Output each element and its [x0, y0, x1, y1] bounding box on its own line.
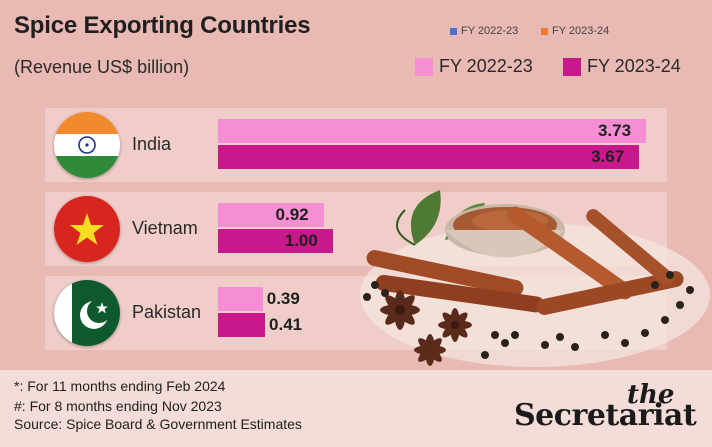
legend-label-fy2023: FY 2023-24 [587, 56, 681, 76]
value-label-vietnam-fy2023: 1.00 [284, 231, 318, 250]
legend-swatch-fy2022 [415, 57, 433, 76]
legend-swatch-orange [541, 27, 548, 35]
legend-small-item-2: FY 2023-24 [541, 25, 609, 37]
bar-vietnam-fy2022 [218, 203, 324, 227]
legend-swatch-blue [450, 27, 457, 35]
chart-subtitle: (Revenue US$ billion) [14, 57, 190, 77]
india-flag-icon [54, 112, 120, 178]
footer-panel [0, 370, 712, 447]
footnote-hash: #: For 8 months ending Nov 2023 [14, 398, 222, 414]
bar-pakistan-fy2022 [218, 287, 263, 311]
vietnam-flag-icon [54, 196, 120, 262]
legend-item-fy2023: FY 2023-24 [563, 56, 681, 77]
legend-swatch-fy2023 [563, 57, 581, 76]
spice-illustration [360, 190, 710, 367]
category-label-vietnam: Vietnam [132, 218, 198, 238]
legend-small-label-1: FY 2022-23 [461, 25, 519, 37]
footnote-asterisk: *: For 11 months ending Feb 2024 [14, 378, 226, 394]
legend-small-item-1: FY 2022-23 [450, 25, 518, 37]
chart-title: Spice Exporting Countries [14, 12, 311, 39]
value-label-vietnam-fy2022: 0.92 [275, 205, 309, 224]
value-label-india-fy2022: 3.73 [597, 121, 632, 140]
legend-small-label-2: FY 2023-24 [552, 25, 610, 37]
category-label-india: India [132, 134, 172, 154]
legend-label-fy2022: FY 2022-23 [439, 56, 533, 76]
value-label-india-fy2023: 3.67 [591, 147, 625, 166]
bar-pakistan-fy2023 [218, 313, 266, 337]
category-label-pakistan: Pakistan [132, 302, 202, 322]
value-label-pakistan-fy2022: 0.39 [266, 289, 300, 308]
brand-logo: Secretariat [514, 398, 697, 433]
footnote-source: Source: Spice Board & Government Estimat… [14, 416, 302, 432]
bar-vietnam-fy2023 [218, 229, 333, 253]
pakistan-flag-icon [54, 280, 120, 346]
brand-the: the [627, 380, 675, 410]
legend-item-fy2022: FY 2022-23 [415, 56, 533, 77]
bar-india-fy2023 [218, 145, 640, 169]
bar-india-fy2022 [218, 119, 646, 143]
value-label-pakistan-fy2023: 0.41 [269, 315, 303, 334]
